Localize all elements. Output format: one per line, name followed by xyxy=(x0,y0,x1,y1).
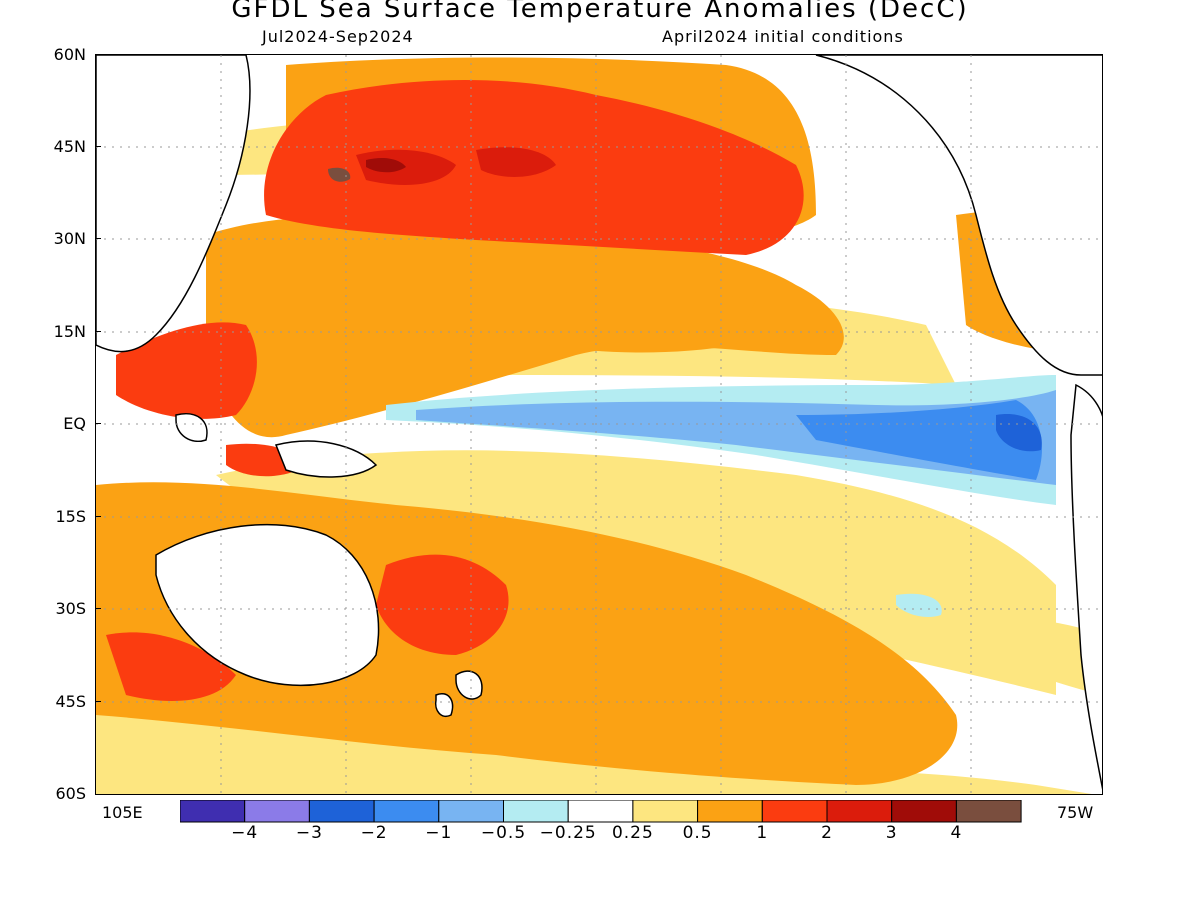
north-america xyxy=(815,55,1102,376)
tick-15s xyxy=(95,516,101,517)
lat-label-45s: 45S xyxy=(55,692,86,711)
legend-label-0: −4 xyxy=(231,823,259,843)
initial-conditions: April2024 initial conditions xyxy=(662,27,904,46)
lat-label-15s: 15S xyxy=(55,507,86,526)
legend-label-7: 0.5 xyxy=(682,823,713,843)
tick-eq xyxy=(95,423,101,424)
legend-label-5: −0.25 xyxy=(539,823,597,843)
forecast-period: Jul2024-Sep2024 xyxy=(262,27,414,46)
tick-60n xyxy=(95,54,101,55)
anomaly-gt-4 xyxy=(328,167,351,182)
asia xyxy=(96,55,251,353)
tick-30s xyxy=(95,608,101,609)
legend-swatch-4 xyxy=(438,800,504,823)
lat-label-30s: 30S xyxy=(55,599,86,618)
anomaly-3-4 xyxy=(366,157,406,173)
legend-swatch-7 xyxy=(632,800,699,823)
anomaly-minus-1 xyxy=(796,400,1042,480)
south-america xyxy=(1070,383,1102,790)
legend-swatch-12 xyxy=(955,800,1022,823)
new-guinea xyxy=(274,440,378,478)
legend-label-11: 4 xyxy=(950,823,963,843)
legend-swatch-10 xyxy=(826,800,893,823)
graticule xyxy=(96,55,1102,794)
borneo xyxy=(175,413,208,442)
legend-label-8: 1 xyxy=(756,823,769,843)
lon-label-right: 75W xyxy=(1057,803,1094,822)
new-zealand-south xyxy=(434,693,454,717)
anomaly-minus-2 xyxy=(996,414,1042,452)
lat-label-60n: 60N xyxy=(53,45,86,64)
legend-swatch-5 xyxy=(503,800,569,823)
lat-label-60s: 60S xyxy=(55,784,86,803)
legend-swatch-1 xyxy=(244,800,310,823)
legend-swatch-6 xyxy=(567,800,634,823)
legend-swatch-2 xyxy=(308,800,375,823)
legend-label-1: −3 xyxy=(295,823,323,843)
tick-45n xyxy=(95,146,101,147)
map-title: GFDL Sea Surface Temperature Anomalies (… xyxy=(231,0,969,24)
legend-swatch-9 xyxy=(761,800,828,823)
legend-swatch-3 xyxy=(373,800,440,823)
legend-swatch-0 xyxy=(180,800,246,823)
sst-anomaly-map xyxy=(95,54,1103,795)
lat-label-30n: 30N xyxy=(53,229,86,248)
lat-label-eq: EQ xyxy=(63,414,86,433)
lat-label-15n: 15N xyxy=(53,322,86,341)
lon-label-left: 105E xyxy=(102,803,143,822)
legend-label-4: −0.5 xyxy=(480,823,527,843)
legend-label-10: 3 xyxy=(885,823,898,843)
legend-label-3: −1 xyxy=(425,823,453,843)
legend-label-9: 2 xyxy=(821,823,833,843)
legend-swatch-8 xyxy=(697,800,763,823)
land-masses xyxy=(96,55,1102,790)
map-canvas xyxy=(96,55,1102,794)
tick-45s xyxy=(95,701,101,702)
australia xyxy=(155,523,380,687)
legend-swatch-11 xyxy=(891,800,957,823)
legend-label-6: 0.25 xyxy=(611,823,654,843)
color-legend xyxy=(180,800,1022,823)
new-zealand-north xyxy=(455,670,483,700)
tick-15n xyxy=(95,331,101,332)
lat-label-45n: 45N xyxy=(53,137,86,156)
tick-30n xyxy=(95,238,101,239)
legend-label-2: −2 xyxy=(360,823,388,843)
